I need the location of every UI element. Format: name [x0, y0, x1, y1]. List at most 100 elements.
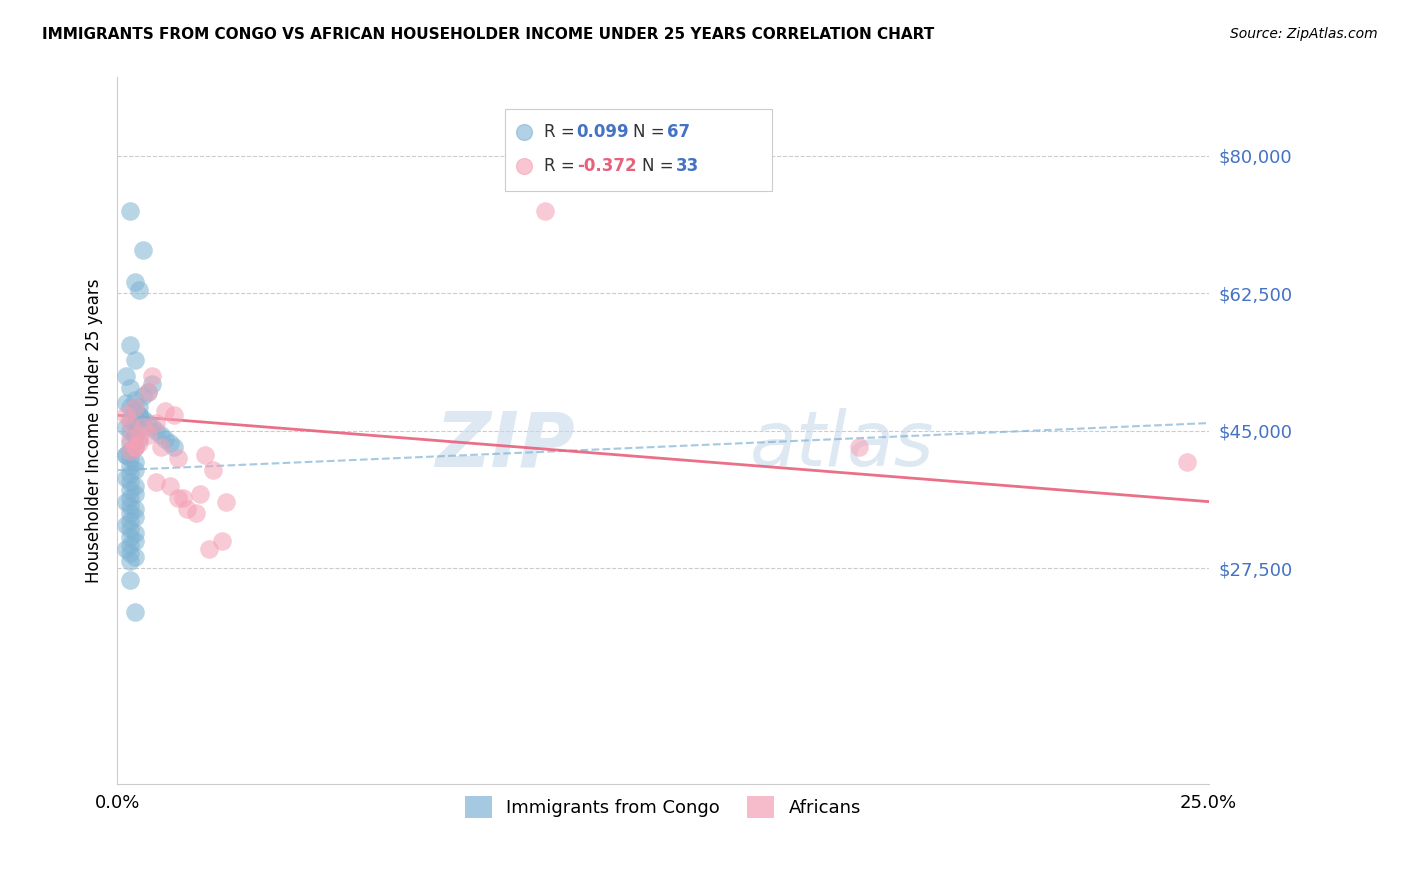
Point — [124, 404, 146, 418]
Point — [120, 432, 142, 446]
Point — [120, 538, 142, 552]
Text: R =: R = — [544, 123, 579, 141]
Point — [202, 463, 225, 477]
Point — [124, 455, 146, 469]
Point — [198, 541, 221, 556]
Point — [124, 549, 146, 564]
Point — [141, 368, 163, 383]
Text: ZIP: ZIP — [436, 408, 575, 482]
Point — [176, 502, 198, 516]
Point — [115, 494, 138, 508]
Point — [128, 432, 150, 446]
Point — [120, 401, 142, 415]
Point — [120, 381, 142, 395]
Point — [124, 428, 146, 442]
Point — [124, 440, 146, 454]
Point — [149, 428, 172, 442]
Point — [136, 428, 159, 442]
Text: -0.372: -0.372 — [576, 157, 637, 175]
Point — [115, 471, 138, 485]
Point — [172, 491, 194, 505]
Point — [124, 605, 146, 619]
Point — [1175, 455, 1198, 469]
Point — [120, 483, 142, 497]
Point — [167, 491, 190, 505]
Point — [145, 424, 167, 438]
Text: IMMIGRANTS FROM CONGO VS AFRICAN HOUSEHOLDER INCOME UNDER 25 YEARS CORRELATION C: IMMIGRANTS FROM CONGO VS AFRICAN HOUSEHO… — [42, 27, 935, 42]
Point — [155, 432, 177, 446]
Point — [188, 487, 211, 501]
Point — [115, 518, 138, 533]
Point — [120, 467, 142, 482]
Point — [120, 530, 142, 544]
FancyBboxPatch shape — [505, 109, 772, 191]
Point — [128, 435, 150, 450]
Point — [145, 416, 167, 430]
Point — [128, 401, 150, 415]
Point — [132, 244, 155, 258]
Point — [136, 416, 159, 430]
Point — [124, 510, 146, 524]
Text: N =: N = — [634, 123, 671, 141]
Point — [120, 204, 142, 219]
Point — [163, 408, 186, 422]
Point — [115, 541, 138, 556]
Point — [155, 404, 177, 418]
Point — [120, 522, 142, 536]
Point — [534, 204, 557, 219]
Point — [120, 475, 142, 489]
Point — [120, 416, 142, 430]
Point — [184, 507, 207, 521]
Point — [124, 353, 146, 368]
Point — [124, 392, 146, 407]
Point — [120, 507, 142, 521]
Legend: Immigrants from Congo, Africans: Immigrants from Congo, Africans — [457, 789, 869, 825]
Point — [124, 416, 146, 430]
Point — [193, 448, 215, 462]
Point — [124, 533, 146, 548]
Text: N =: N = — [643, 157, 679, 175]
Point — [149, 440, 172, 454]
Point — [115, 408, 138, 422]
Point — [132, 388, 155, 402]
Point — [120, 514, 142, 528]
Point — [124, 401, 146, 415]
Point — [211, 533, 233, 548]
Point — [120, 443, 142, 458]
Point — [128, 408, 150, 422]
Point — [124, 440, 146, 454]
Text: R =: R = — [544, 157, 579, 175]
Point — [136, 384, 159, 399]
Text: 33: 33 — [676, 157, 699, 175]
Point — [120, 459, 142, 474]
Point — [120, 491, 142, 505]
Point — [141, 420, 163, 434]
Y-axis label: Householder Income Under 25 years: Householder Income Under 25 years — [86, 278, 103, 583]
Text: 67: 67 — [668, 123, 690, 141]
Point — [124, 487, 146, 501]
Point — [115, 396, 138, 410]
Point — [120, 499, 142, 513]
Point — [124, 440, 146, 454]
Point — [132, 412, 155, 426]
Point — [128, 283, 150, 297]
Point — [120, 443, 142, 458]
Point — [124, 502, 146, 516]
Point — [120, 553, 142, 567]
Point — [159, 435, 181, 450]
Point — [136, 384, 159, 399]
Point — [163, 440, 186, 454]
Point — [141, 376, 163, 391]
Point — [124, 463, 146, 477]
Point — [120, 424, 142, 438]
Point — [132, 420, 155, 434]
Point — [120, 546, 142, 560]
Text: 0.099: 0.099 — [576, 123, 630, 141]
Point — [848, 440, 870, 454]
Point — [120, 412, 142, 426]
Point — [120, 451, 142, 466]
Text: Source: ZipAtlas.com: Source: ZipAtlas.com — [1230, 27, 1378, 41]
Point — [128, 428, 150, 442]
Point — [124, 526, 146, 541]
Point — [215, 494, 238, 508]
